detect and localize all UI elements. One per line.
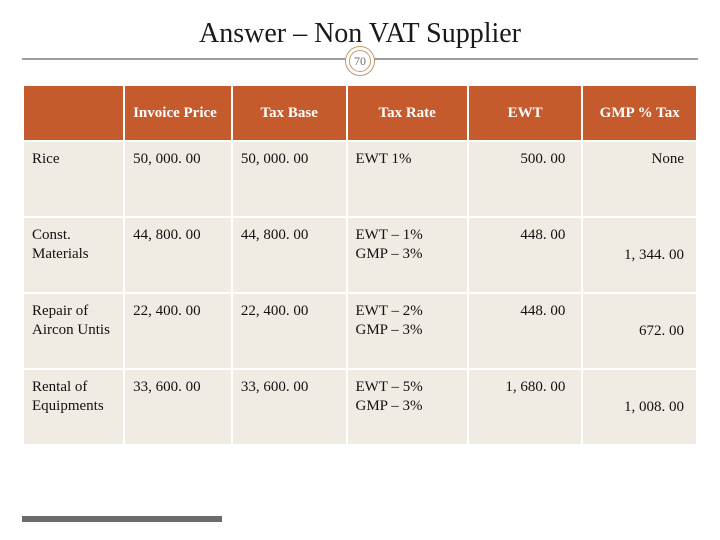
cell-tax-rate: EWT – 1% GMP – 3%: [347, 217, 468, 293]
cell-item: Rice: [23, 141, 124, 217]
table-row: Repair of Aircon Untis22, 400. 0022, 400…: [23, 293, 697, 369]
cell-ewt: 448. 00: [468, 293, 583, 369]
table-row: Rice50, 000. 0050, 000. 00EWT 1%500. 00N…: [23, 141, 697, 217]
table-row: Const. Materials44, 800. 0044, 800. 00EW…: [23, 217, 697, 293]
col-tax-base: Tax Base: [232, 85, 347, 141]
cell-tax-rate: EWT 1%: [347, 141, 468, 217]
cell-gmp: 1, 008. 00: [582, 369, 697, 445]
col-ewt: EWT: [468, 85, 583, 141]
cell-tax-base: 33, 600. 00: [232, 369, 347, 445]
cell-invoice-price: 33, 600. 00: [124, 369, 232, 445]
cell-tax-base: 50, 000. 00: [232, 141, 347, 217]
badge-wrap: 70: [22, 46, 698, 76]
col-tax-rate: Tax Rate: [347, 85, 468, 141]
slide-number: 70: [354, 54, 366, 69]
cell-tax-rate: EWT – 2% GMP – 3%: [347, 293, 468, 369]
cell-gmp: None: [582, 141, 697, 217]
cell-gmp: 672. 00: [582, 293, 697, 369]
cell-ewt: 500. 00: [468, 141, 583, 217]
cell-invoice-price: 44, 800. 00: [124, 217, 232, 293]
cell-ewt: 1, 680. 00: [468, 369, 583, 445]
cell-item: Repair of Aircon Untis: [23, 293, 124, 369]
cell-item: Rental of Equipments: [23, 369, 124, 445]
col-invoice-price: Invoice Price: [124, 85, 232, 141]
accent-line: [22, 516, 222, 522]
cell-item: Const. Materials: [23, 217, 124, 293]
cell-invoice-price: 22, 400. 00: [124, 293, 232, 369]
table-header-row: Invoice Price Tax Base Tax Rate EWT GMP …: [23, 85, 697, 141]
col-gmp: GMP % Tax: [582, 85, 697, 141]
cell-gmp: 1, 344. 00: [582, 217, 697, 293]
slide: Answer – Non VAT Supplier 70 Invoice Pri…: [0, 0, 720, 540]
cell-tax-base: 22, 400. 00: [232, 293, 347, 369]
cell-tax-rate: EWT – 5% GMP – 3%: [347, 369, 468, 445]
table-body: Rice50, 000. 0050, 000. 00EWT 1%500. 00N…: [23, 141, 697, 445]
slide-number-badge: 70: [345, 46, 375, 76]
cell-ewt: 448. 00: [468, 217, 583, 293]
cell-invoice-price: 50, 000. 00: [124, 141, 232, 217]
col-item: [23, 85, 124, 141]
table-row: Rental of Equipments33, 600. 0033, 600. …: [23, 369, 697, 445]
cell-tax-base: 44, 800. 00: [232, 217, 347, 293]
tax-table: Invoice Price Tax Base Tax Rate EWT GMP …: [22, 84, 698, 446]
